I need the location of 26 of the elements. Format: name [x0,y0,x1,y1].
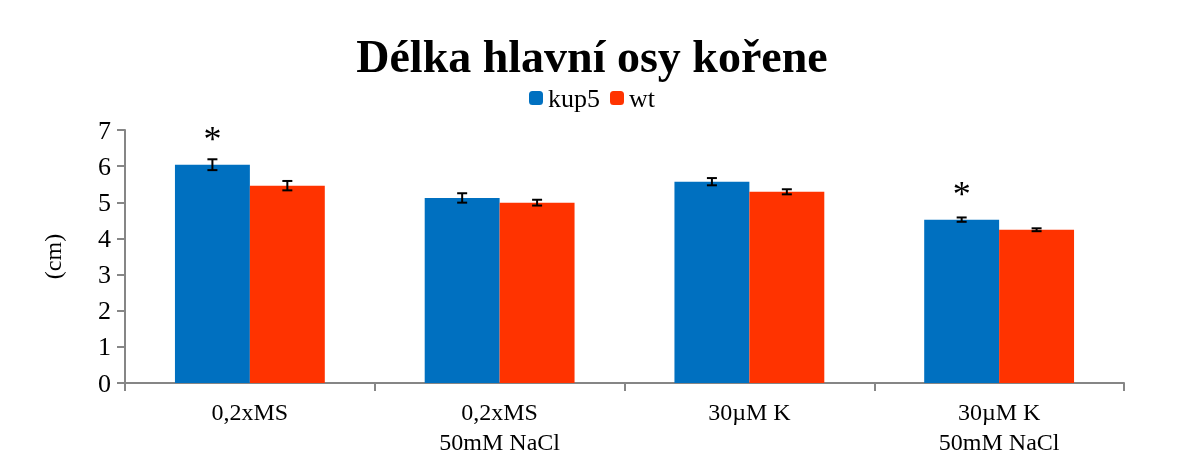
annotation: * [203,118,222,159]
y-tick-label: 1 [98,332,111,362]
legend-label: kup5 [548,83,600,113]
y-tick-label: 2 [98,296,111,326]
chart-title: Délka hlavní osy kořene [356,30,828,82]
bar [749,191,825,383]
y-tick-label: 5 [98,187,111,217]
y-tick-label: 0 [98,368,111,398]
bar [249,185,325,383]
x-tick-label: 0,2xMS [211,399,289,425]
annotation: * [952,173,971,214]
bar [674,181,750,383]
y-tick-label: 3 [98,260,111,290]
bar [424,197,500,383]
y-tick-label: 6 [98,151,111,181]
bar [499,202,575,383]
y-axis-title: (cm) [40,233,66,280]
x-tick-label: 0,2xMS 50mM NaCl [439,399,561,455]
bar [174,164,250,383]
y-tick-label: 7 [98,115,111,145]
x-tick-label: 30µM K [708,399,792,425]
y-tick-label: 4 [98,223,111,253]
bar [924,219,1000,383]
legend-label: wt [629,83,656,113]
x-tick-label: 30µM K 50mM NaCl [938,399,1060,455]
bar [999,229,1075,383]
